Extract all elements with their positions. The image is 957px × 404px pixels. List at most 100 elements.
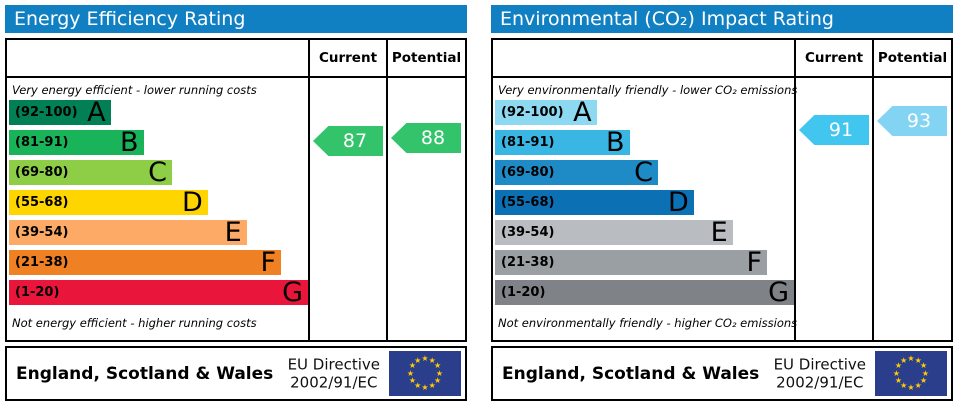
eu-flag-icon: ★ ★ ★ ★ ★ ★ ★ ★ ★ ★ ★ ★ bbox=[389, 351, 461, 396]
band-letter: A bbox=[87, 97, 106, 128]
band-bar: (55-68) D bbox=[9, 187, 208, 218]
band-letter: E bbox=[710, 217, 728, 248]
top-note: Very environmentally friendly - lower CO… bbox=[498, 83, 798, 97]
column-header-potential: Potential bbox=[877, 50, 948, 66]
eu-star-icon: ★ bbox=[428, 355, 436, 365]
band-row: (69-80) C bbox=[9, 157, 308, 190]
band-bar: (39-54) E bbox=[9, 219, 247, 246]
band-bar: (55-68) D bbox=[495, 187, 694, 218]
eu-star-icon: ★ bbox=[414, 381, 422, 391]
bands: (92-100) A (81-91) B (69-80) C (55-68) D bbox=[9, 97, 308, 310]
band-row: (92-100) A bbox=[495, 97, 794, 130]
potential-rating-arrow: 88 bbox=[391, 123, 461, 153]
band-bar: (81-91) B bbox=[9, 127, 144, 158]
panel-footer: England, Scotland & Wales EU Directive 2… bbox=[5, 346, 467, 401]
header-divider bbox=[7, 76, 465, 78]
band-letter: A bbox=[573, 97, 592, 128]
header-divider bbox=[493, 76, 951, 78]
band-row: (55-68) D bbox=[495, 187, 794, 220]
eu-star-icon: ★ bbox=[907, 383, 915, 392]
panel-title: Environmental (CO₂) Impact Rating bbox=[491, 5, 953, 33]
band-bar: (39-54) E bbox=[495, 217, 733, 248]
rating-table: Current Potential Very environmentally f… bbox=[491, 38, 953, 342]
band-letter: B bbox=[120, 127, 139, 158]
eu-directive-line2: 2002/91/EC bbox=[776, 373, 864, 392]
column-divider bbox=[872, 40, 874, 340]
rating-panel: Environmental (CO₂) Impact Rating Curren… bbox=[491, 5, 953, 401]
band-bar: (1-20) G bbox=[9, 277, 308, 308]
band-letter: C bbox=[148, 157, 167, 188]
eu-star-icon: ★ bbox=[894, 375, 903, 385]
band-row: (92-100) A bbox=[9, 97, 308, 130]
band-bar: (69-80) C bbox=[9, 157, 172, 188]
eu-directive-line1: EU Directive bbox=[773, 354, 866, 373]
eu-directive-label: EU Directive 2002/91/EC bbox=[774, 355, 866, 393]
band-letter: C bbox=[634, 157, 653, 188]
bands: (92-100) A (81-91) B (69-80) C (55-68) D bbox=[495, 97, 794, 310]
band-bar: (92-100) A bbox=[495, 97, 597, 128]
band-row: (39-54) E bbox=[495, 217, 794, 250]
eu-star-icon: ★ bbox=[919, 375, 928, 385]
eu-flag-icon: ★ ★ ★ ★ ★ ★ ★ ★ ★ ★ ★ ★ bbox=[875, 351, 947, 396]
column-divider bbox=[386, 40, 388, 340]
band-row: (81-91) B bbox=[495, 129, 794, 160]
band-row: (81-91) B bbox=[9, 127, 308, 160]
eu-star-icon: ★ bbox=[892, 368, 901, 378]
eu-star-icon: ★ bbox=[914, 355, 922, 365]
bottom-note: Not environmentally friendly - higher CO… bbox=[498, 316, 798, 330]
eu-star-icon: ★ bbox=[421, 354, 429, 363]
band-range: (1-20) bbox=[501, 285, 546, 300]
band-letter: D bbox=[668, 187, 689, 218]
rating-panel: Energy Efficiency Rating Current Potenti… bbox=[5, 5, 467, 401]
band-range: (21-38) bbox=[15, 255, 69, 270]
potential-rating-arrow: 93 bbox=[877, 106, 947, 136]
region-label: England, Scotland & Wales bbox=[502, 363, 760, 384]
eu-star-icon: ★ bbox=[435, 368, 444, 378]
band-row: (21-38) F bbox=[9, 247, 308, 280]
band-letter: G bbox=[282, 277, 303, 308]
band-row: (69-80) C bbox=[495, 157, 794, 190]
band-bar: (92-100) A bbox=[9, 97, 111, 128]
band-range: (55-68) bbox=[501, 195, 555, 210]
band-range: (69-80) bbox=[501, 165, 555, 180]
band-range: (81-91) bbox=[15, 135, 69, 150]
eu-star-icon: ★ bbox=[414, 355, 422, 365]
eu-star-icon: ★ bbox=[907, 354, 915, 363]
panel-title: Energy Efficiency Rating bbox=[5, 5, 467, 33]
panel-footer: England, Scotland & Wales EU Directive 2… bbox=[491, 346, 953, 401]
band-row: (39-54) E bbox=[9, 219, 308, 250]
eu-star-icon: ★ bbox=[421, 383, 429, 392]
band-bar: (1-20) G bbox=[495, 277, 794, 308]
band-range: (21-38) bbox=[501, 255, 555, 270]
band-range: (55-68) bbox=[15, 195, 69, 210]
eu-star-icon: ★ bbox=[894, 361, 903, 371]
column-header-current: Current bbox=[318, 50, 378, 66]
band-row: (55-68) D bbox=[9, 187, 308, 220]
band-letter: F bbox=[260, 247, 277, 278]
band-range: (81-91) bbox=[501, 135, 555, 150]
bottom-note: Not energy efficient - higher running co… bbox=[12, 316, 257, 330]
band-bar: (21-38) F bbox=[495, 247, 768, 278]
column-header-potential: Potential bbox=[391, 50, 462, 66]
top-note: Very energy efficient - lower running co… bbox=[12, 83, 257, 97]
band-bar: (21-38) F bbox=[9, 247, 282, 278]
current-rating-value: 87 bbox=[342, 130, 368, 152]
current-rating-value: 91 bbox=[828, 119, 854, 141]
band-letter: D bbox=[182, 187, 203, 218]
current-rating-arrow: 87 bbox=[313, 126, 383, 156]
region-label: England, Scotland & Wales bbox=[16, 363, 274, 384]
band-row: (21-38) F bbox=[495, 247, 794, 280]
band-letter: G bbox=[768, 277, 789, 308]
column-divider bbox=[794, 40, 796, 340]
band-range: (39-54) bbox=[15, 225, 69, 240]
band-range: (39-54) bbox=[501, 225, 555, 240]
band-row: (1-20) G bbox=[9, 277, 308, 310]
eu-star-icon: ★ bbox=[433, 375, 442, 385]
eu-directive-line2: 2002/91/EC bbox=[290, 373, 378, 392]
potential-rating-value: 88 bbox=[420, 127, 446, 149]
band-range: (69-80) bbox=[15, 165, 69, 180]
band-range: (92-100) bbox=[15, 105, 78, 120]
band-letter: F bbox=[746, 247, 763, 278]
eu-star-icon: ★ bbox=[408, 375, 417, 385]
